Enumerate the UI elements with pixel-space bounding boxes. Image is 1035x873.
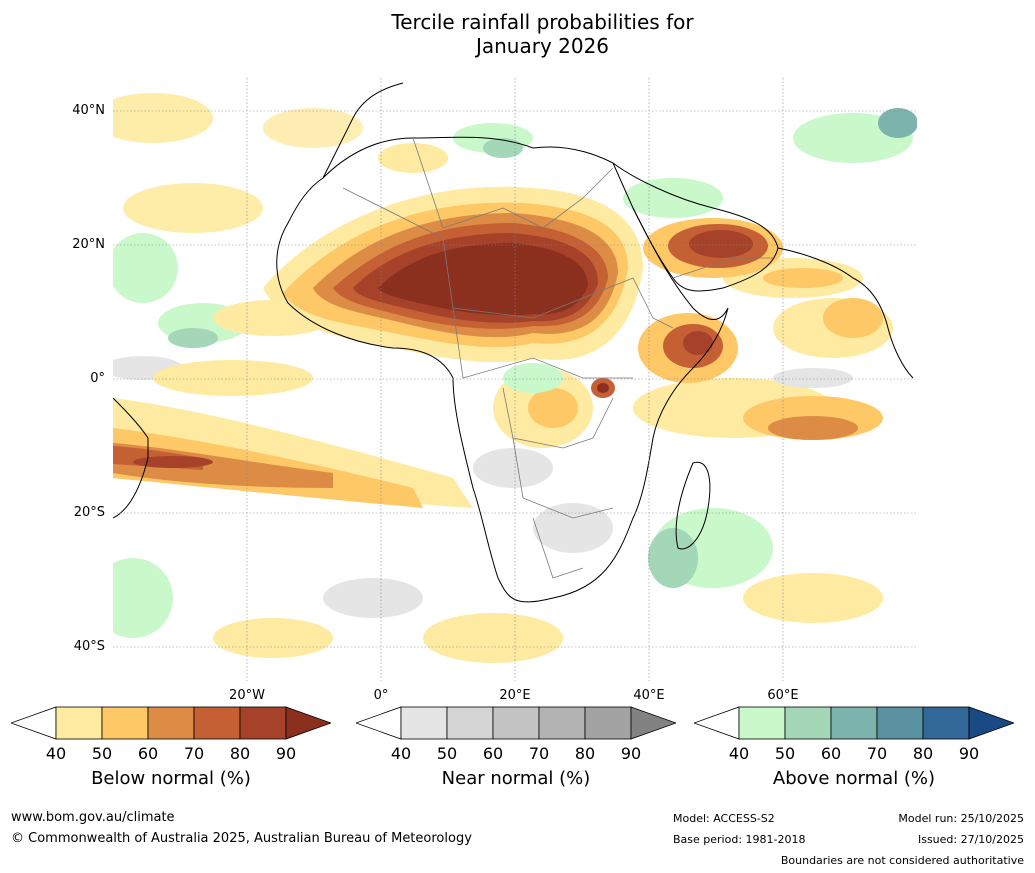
colorbar-above-normal [694, 706, 1014, 740]
colorbar-near-title: Near normal (%) [441, 768, 591, 789]
colorbar-max-extend [968, 706, 1014, 740]
colorbar-swatch-4 [876, 706, 924, 740]
colorbar-tick-label: 80 [229, 744, 251, 763]
colorbar-max-extend [285, 706, 331, 740]
coastlines [113, 82, 914, 603]
title-line2: January 2026 [475, 34, 610, 58]
colorbar-swatch-4 [538, 706, 586, 740]
colorbar-svg [356, 706, 676, 740]
africa-coastline [276, 136, 729, 603]
arabia-coastline [612, 162, 779, 292]
colorbar-min-extend [11, 706, 57, 740]
disclaimer-text: Boundaries are not considered authoritat… [780, 854, 1024, 867]
colorbar-svg [11, 706, 331, 740]
colorbar-tick-label: 40 [728, 744, 750, 763]
model-text: Model: ACCESS-S2 [673, 812, 775, 825]
colorbar-tick-label: 90 [958, 744, 980, 763]
colorbar-svg [694, 706, 1014, 740]
colorbar-tick-label: 50 [774, 744, 796, 763]
horn-below-normal-region [591, 313, 738, 398]
colorbar-tick-label: 70 [528, 744, 550, 763]
colorbar-near-normal [356, 706, 676, 740]
colorbar-tick-label: 50 [91, 744, 113, 763]
lon-label-60e: 60°E [767, 688, 799, 703]
colorbar-swatch-3 [830, 706, 878, 740]
colorbar-tick-label: 80 [912, 744, 934, 763]
colorbar-swatch-2 [784, 706, 832, 740]
rainfall-probability-map [113, 78, 917, 681]
lat-label-40n: 40°N [72, 103, 105, 118]
lat-label-20s: 20°S [73, 505, 105, 520]
lon-label-40e: 40°E [633, 688, 665, 703]
title-line1: Tercile rainfall probabilities for [391, 10, 694, 34]
base-period-text: Base period: 1981-2018 [673, 833, 806, 846]
colorbar-min-extend [356, 706, 402, 740]
asia-coastline [777, 247, 914, 379]
colorbar-swatch-3 [492, 706, 540, 740]
colorbar-swatch-1 [55, 706, 103, 740]
colorbar-max-extend [630, 706, 676, 740]
colorbar-tick-label: 90 [620, 744, 642, 763]
colorbar-below-title: Below normal (%) [91, 768, 251, 789]
colorbar-swatch-5 [239, 706, 287, 740]
copyright-text: © Commonwealth of Australia 2025, Austra… [11, 831, 472, 846]
colorbar-tick-label: 90 [275, 744, 297, 763]
sahel-below-normal-region [263, 186, 643, 363]
website-link[interactable]: www.bom.gov.au/climate [11, 810, 175, 825]
madagascar-coastline [675, 461, 711, 550]
colorbar-swatch-4 [193, 706, 241, 740]
colorbar-tick-label: 50 [436, 744, 458, 763]
lon-label-0: 0° [373, 688, 389, 703]
colorbar-tick-label: 70 [183, 744, 205, 763]
lat-label-40s: 40°S [73, 639, 105, 654]
colorbar-tick-label: 60 [482, 744, 504, 763]
colorbar-swatch-1 [738, 706, 786, 740]
lat-label-20n: 20°N [72, 237, 105, 252]
atlantic-below-normal-band [113, 398, 473, 508]
colorbar-swatch-3 [147, 706, 195, 740]
graticule [113, 78, 917, 681]
lat-label-0: 0° [90, 371, 105, 386]
colorbar-tick-label: 80 [574, 744, 596, 763]
lon-label-20w: 20°W [229, 688, 265, 703]
south-america-coastline [113, 397, 149, 519]
issued-text: Issued: 27/10/2025 [917, 833, 1024, 846]
colorbar-above-title: Above normal (%) [772, 768, 936, 789]
lon-label-20e: 20°E [499, 688, 531, 703]
colorbar-tick-label: 70 [866, 744, 888, 763]
chart-title: Tercile rainfall probabilities for Janua… [0, 10, 1035, 58]
colorbar-min-extend [694, 706, 740, 740]
colorbar-swatch-1 [400, 706, 448, 740]
colorbar-tick-label: 40 [45, 744, 67, 763]
colorbar-swatch-2 [101, 706, 149, 740]
colorbar-below-normal [11, 706, 331, 740]
colorbar-swatch-2 [446, 706, 494, 740]
colorbar-swatch-5 [584, 706, 632, 740]
iberia-coastline [322, 82, 404, 179]
colorbar-tick-label: 60 [820, 744, 842, 763]
colorbar-tick-label: 40 [390, 744, 412, 763]
colorbar-tick-label: 60 [137, 744, 159, 763]
arabia-below-normal-region [643, 218, 783, 278]
colorbar-swatch-5 [922, 706, 970, 740]
model-run-text: Model run: 25/10/2025 [898, 812, 1024, 825]
